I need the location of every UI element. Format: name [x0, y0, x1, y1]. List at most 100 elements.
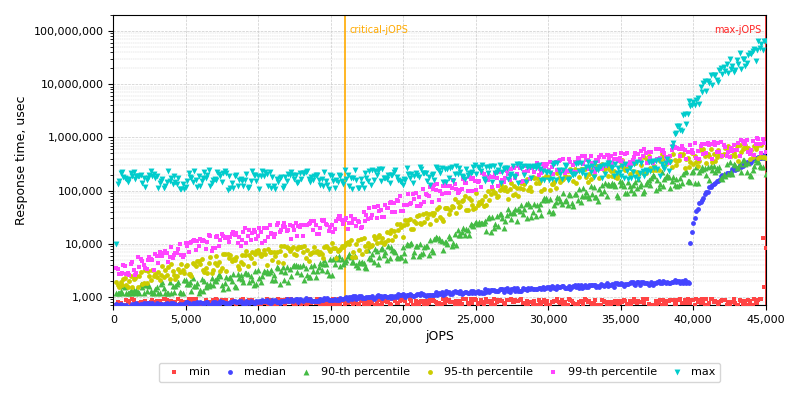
min	[755, 296, 768, 302]
min	[306, 299, 319, 305]
95-th percentile	[124, 272, 137, 279]
99-th percentile	[170, 250, 183, 256]
min	[314, 301, 326, 307]
min	[218, 297, 231, 304]
min	[503, 296, 516, 303]
max	[473, 165, 486, 172]
90-th percentile	[698, 164, 711, 171]
99-th percentile	[430, 187, 442, 193]
95-th percentile	[759, 155, 772, 162]
95-th percentile	[625, 160, 638, 167]
max	[110, 240, 122, 247]
median	[344, 294, 357, 300]
min	[525, 298, 538, 305]
95-th percentile	[541, 174, 554, 180]
99-th percentile	[528, 169, 541, 176]
max	[716, 71, 729, 78]
90-th percentile	[134, 281, 147, 288]
max	[294, 170, 306, 176]
99-th percentile	[210, 234, 222, 240]
90-th percentile	[358, 264, 371, 271]
max	[120, 176, 133, 182]
95-th percentile	[186, 260, 199, 266]
max	[677, 112, 690, 118]
90-th percentile	[755, 164, 768, 170]
min	[634, 299, 646, 306]
95-th percentile	[666, 150, 679, 157]
min	[161, 297, 174, 303]
min	[338, 301, 351, 307]
min	[389, 298, 402, 304]
min	[743, 298, 756, 304]
99-th percentile	[492, 182, 505, 189]
max	[247, 172, 260, 178]
99-th percentile	[668, 144, 681, 150]
95-th percentile	[577, 166, 590, 172]
90-th percentile	[646, 172, 659, 178]
95-th percentile	[447, 204, 460, 210]
99-th percentile	[382, 205, 394, 211]
max	[270, 176, 283, 183]
median	[113, 302, 126, 308]
max	[226, 180, 238, 186]
90-th percentile	[682, 178, 695, 184]
99-th percentile	[525, 165, 538, 171]
min	[168, 302, 181, 308]
95-th percentile	[418, 219, 430, 226]
median	[435, 288, 448, 295]
95-th percentile	[286, 243, 299, 250]
90-th percentile	[403, 241, 416, 247]
median	[122, 304, 134, 310]
99-th percentile	[725, 144, 738, 151]
90-th percentile	[632, 176, 645, 182]
90-th percentile	[598, 180, 611, 186]
max	[460, 166, 473, 172]
95-th percentile	[211, 262, 224, 269]
min	[718, 297, 730, 303]
95-th percentile	[710, 154, 723, 160]
median	[458, 289, 471, 296]
max	[614, 173, 627, 179]
95-th percentile	[686, 150, 698, 156]
max	[138, 184, 151, 190]
min	[642, 301, 655, 308]
95-th percentile	[722, 143, 734, 149]
90-th percentile	[580, 189, 593, 195]
median	[374, 293, 387, 300]
99-th percentile	[682, 148, 695, 155]
95-th percentile	[305, 250, 318, 256]
90-th percentile	[258, 267, 270, 274]
max	[509, 174, 522, 180]
min	[374, 296, 387, 303]
max	[350, 176, 362, 183]
median	[258, 298, 271, 304]
95-th percentile	[346, 254, 358, 260]
min	[110, 302, 122, 308]
min	[512, 298, 525, 304]
90-th percentile	[704, 162, 717, 169]
median	[623, 280, 636, 286]
90-th percentile	[202, 282, 215, 289]
median	[335, 296, 348, 302]
min	[272, 296, 285, 302]
99-th percentile	[515, 179, 528, 185]
90-th percentile	[301, 271, 314, 278]
max	[276, 185, 289, 192]
median	[752, 154, 765, 160]
99-th percentile	[118, 263, 131, 269]
99-th percentile	[645, 148, 658, 155]
90-th percentile	[681, 178, 694, 184]
min	[697, 300, 710, 306]
max	[201, 171, 214, 178]
max	[439, 179, 452, 185]
95-th percentile	[214, 268, 226, 274]
median	[145, 302, 158, 308]
95-th percentile	[457, 197, 470, 204]
max	[738, 56, 750, 63]
99-th percentile	[410, 202, 423, 209]
90-th percentile	[570, 191, 582, 197]
90-th percentile	[690, 164, 702, 170]
min	[636, 296, 649, 302]
95-th percentile	[691, 163, 704, 170]
median	[311, 298, 324, 304]
